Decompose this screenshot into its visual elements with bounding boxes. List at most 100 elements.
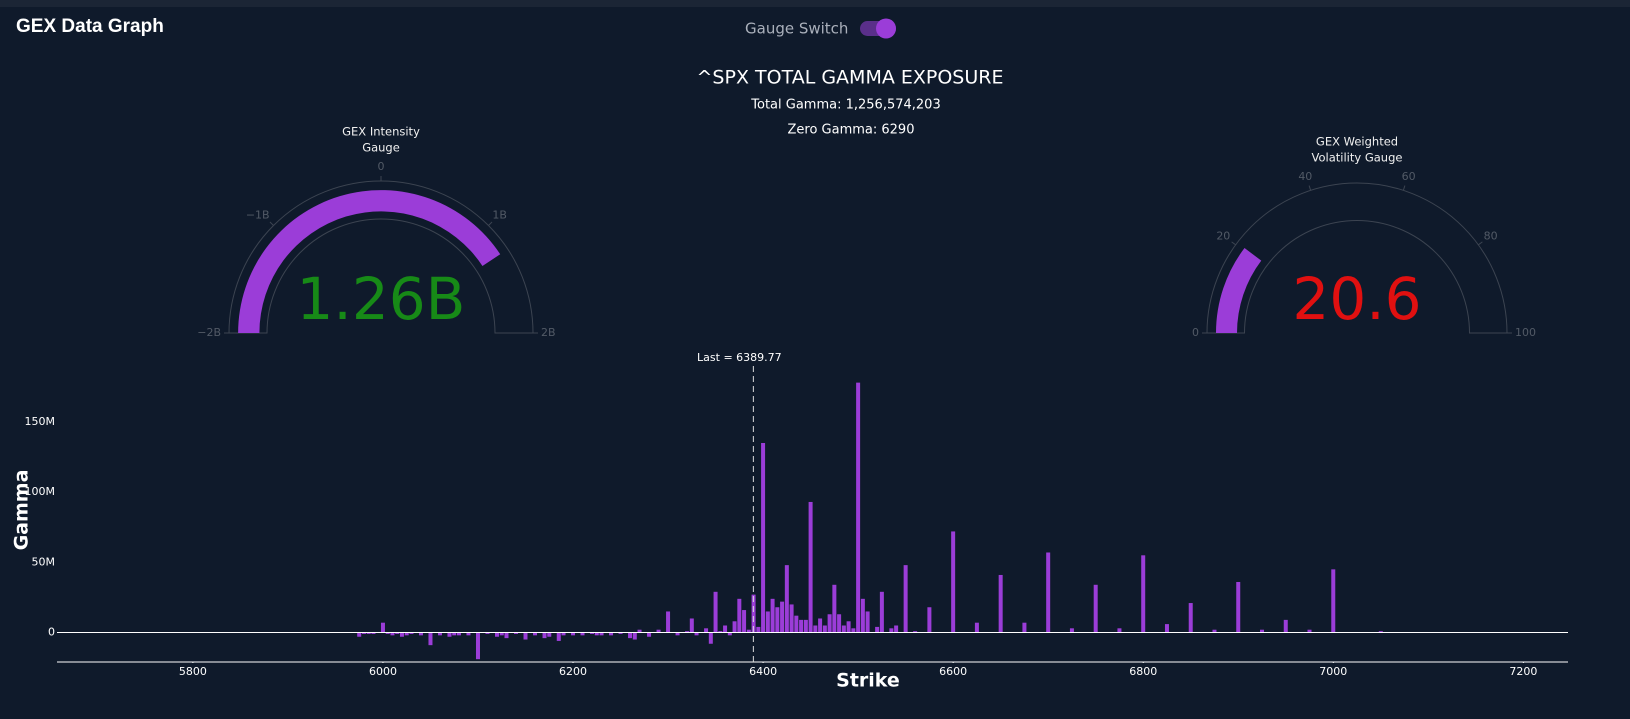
y-tick-label: 0 (48, 626, 55, 639)
bar (732, 621, 737, 633)
bar (775, 607, 780, 633)
top-strip (0, 0, 1630, 7)
bar (1188, 603, 1193, 633)
bar (756, 626, 761, 633)
bar (865, 611, 870, 633)
bar (974, 622, 979, 633)
bar (841, 625, 846, 633)
bar (822, 625, 827, 633)
x-tick-label: 6400 (749, 665, 777, 678)
gauge-switch[interactable] (860, 18, 896, 39)
x-tick-label: 6600 (939, 665, 967, 678)
bar (380, 622, 385, 633)
bar (390, 632, 395, 636)
bar (599, 632, 604, 636)
bar (404, 632, 409, 636)
gauge-tick-label: 60 (1402, 170, 1416, 183)
page-title: GEX Data Graph (16, 16, 164, 37)
y-axis-label: Gamma (11, 470, 33, 551)
bar (385, 632, 390, 634)
chart-title: ^SPX TOTAL GAMMA EXPOSURE (697, 67, 1004, 89)
gauge-value: 20.6 (1292, 265, 1421, 333)
bar (708, 632, 713, 644)
bar (889, 628, 894, 633)
gauge-tick (1402, 185, 1406, 191)
gauge-title: Gauge (362, 141, 400, 155)
bar (485, 632, 490, 634)
gauge-tick (488, 221, 493, 226)
x-axis-label: Strike (836, 670, 900, 692)
bar (1022, 622, 1027, 633)
bar (799, 619, 804, 633)
gauge-outline (1206, 182, 1508, 334)
gauge-tick-label: 2B (541, 326, 556, 339)
bar (851, 628, 856, 633)
bar (609, 632, 614, 636)
bar (951, 531, 956, 633)
bar (504, 632, 509, 639)
bar (675, 632, 680, 636)
bar (794, 615, 799, 633)
bar (761, 443, 766, 633)
bar (1046, 552, 1051, 633)
bar (818, 618, 823, 633)
bar (860, 598, 865, 633)
bar (556, 632, 561, 641)
bar (647, 632, 652, 637)
bar (1283, 619, 1288, 633)
bar (499, 632, 504, 636)
bar (1164, 624, 1169, 633)
bar (547, 632, 552, 637)
gauge-tick-label: 100 (1515, 326, 1536, 339)
bar (456, 632, 461, 636)
bar (1236, 581, 1241, 633)
bar (632, 632, 637, 640)
bar (437, 632, 442, 636)
gauge-tick (269, 221, 274, 226)
bar (361, 632, 366, 634)
bar (827, 614, 832, 633)
bar (765, 611, 770, 633)
bar (1331, 569, 1336, 633)
bar (637, 629, 642, 633)
bar (466, 632, 471, 636)
total-gamma: Total Gamma: 1,256,574,203 (750, 98, 940, 113)
gauge-tick-label: 20 (1216, 230, 1230, 243)
gauge-tick (1231, 241, 1236, 246)
bar (1378, 631, 1383, 633)
bar (704, 628, 709, 633)
x-tick-label: 6800 (1129, 665, 1157, 678)
gauge-bar (238, 190, 501, 333)
bar (533, 632, 538, 636)
bar (1307, 629, 1312, 633)
gauge-tick-label: −2B (197, 326, 221, 339)
bar (789, 604, 794, 633)
bar (571, 632, 576, 636)
bar (452, 632, 457, 636)
gauge-tick-label: 1B (492, 209, 507, 222)
y-tick-label: 100M (25, 485, 56, 498)
gauge-tick-label: 40 (1298, 170, 1312, 183)
gauge-title: Volatility Gauge (1312, 151, 1403, 165)
bar (656, 629, 661, 633)
gauge-bar (1216, 247, 1262, 333)
bar (723, 625, 728, 633)
bar (542, 632, 547, 639)
bar (813, 625, 818, 633)
bar (832, 584, 837, 633)
bar (418, 632, 423, 636)
bar (1259, 629, 1264, 633)
bar (689, 618, 694, 633)
last-price-label: Last = 6389.77 (697, 351, 782, 364)
bar (371, 632, 376, 634)
bar (718, 631, 723, 633)
gauge-title: GEX Intensity (342, 125, 420, 139)
zero-gamma: Zero Gamma: 6290 (788, 123, 915, 138)
switch-knob[interactable] (876, 18, 896, 39)
bar (1212, 629, 1217, 633)
bar (395, 632, 400, 634)
bar (475, 632, 480, 660)
bar (514, 632, 519, 634)
